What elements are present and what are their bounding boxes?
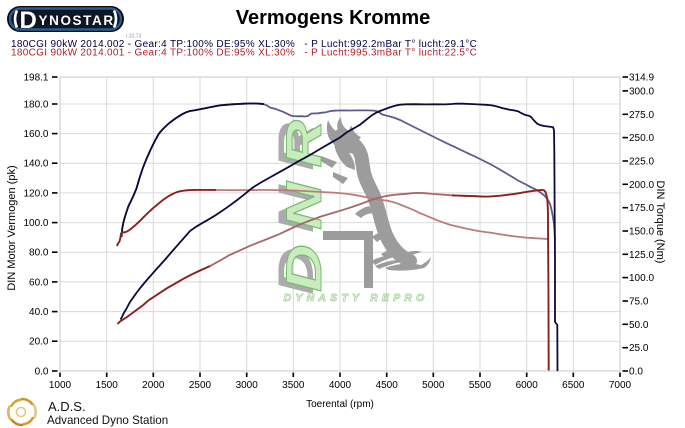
svg-text:5500: 5500 [469,380,492,391]
svg-text:6000: 6000 [516,380,539,391]
svg-text:100.0: 100.0 [23,218,48,229]
svg-text:6500: 6500 [562,380,585,391]
svg-text:125.0: 125.0 [629,250,654,261]
svg-text:225.0: 225.0 [629,157,654,168]
svg-text:175.0: 175.0 [629,203,654,214]
svg-text:120.0: 120.0 [23,188,48,199]
svg-text:3500: 3500 [282,380,305,391]
svg-text:Toerental (rpm): Toerental (rpm) [306,399,374,410]
svg-text:180CGI 90kW 2014.002 - Gear:4: 180CGI 90kW 2014.002 - Gear:4 TP:100% DE… [11,39,477,50]
svg-text:DYNASTY REPRO: DYNASTY REPRO [284,292,429,304]
svg-text:2500: 2500 [189,380,212,391]
svg-text:20.0: 20.0 [29,337,49,348]
svg-text:1000: 1000 [49,380,72,391]
svg-text:180CGI 90kW 2014.001 - Gear:4: 180CGI 90kW 2014.001 - Gear:4 TP:100% DE… [11,48,477,59]
svg-text:80.0: 80.0 [29,248,49,259]
svg-text:YNOSTAR: YNOSTAR [39,13,115,28]
svg-text:180.0: 180.0 [23,100,48,111]
svg-text:250.0: 250.0 [629,133,654,144]
svg-text:3000: 3000 [236,380,259,391]
svg-text:100.0: 100.0 [629,273,654,284]
svg-text:Advanced Dyno Station: Advanced Dyno Station [47,414,168,427]
svg-text:40.0: 40.0 [29,307,49,318]
svg-text:Vermogens Kromme: Vermogens Kromme [236,7,431,29]
svg-text:200.0: 200.0 [629,180,654,191]
svg-text:75.0: 75.0 [629,297,649,308]
svg-text:140.0: 140.0 [23,159,48,170]
svg-text:198.1: 198.1 [23,73,48,84]
svg-text:25.0: 25.0 [629,343,649,354]
svg-text:4000: 4000 [329,380,352,391]
svg-text:7000: 7000 [609,380,632,391]
svg-text:DIN Torque (Nm): DIN Torque (Nm) [654,181,666,264]
svg-text:150.0: 150.0 [629,227,654,238]
svg-text:50.0: 50.0 [629,320,649,331]
svg-text:D: D [20,7,37,34]
svg-text:4500: 4500 [376,380,399,391]
svg-text:A.D.S.: A.D.S. [48,399,86,414]
svg-text:5000: 5000 [422,380,445,391]
svg-text:2000: 2000 [142,380,165,391]
svg-text:0.0: 0.0 [629,367,643,378]
svg-text:1500: 1500 [96,380,119,391]
svg-text:t.32.73: t.32.73 [126,34,142,40]
svg-text:160.0: 160.0 [23,129,48,140]
svg-text:DIN Motor Vermogen (pk): DIN Motor Vermogen (pk) [6,165,18,290]
svg-text:275.0: 275.0 [629,110,654,121]
svg-text:0.0: 0.0 [35,367,49,378]
svg-text:60.0: 60.0 [29,277,49,288]
svg-text:314.9: 314.9 [629,73,654,84]
svg-text:DNR: DNR [269,108,325,295]
svg-text:DNR: DNR [277,105,333,292]
svg-text:300.0: 300.0 [629,86,654,97]
